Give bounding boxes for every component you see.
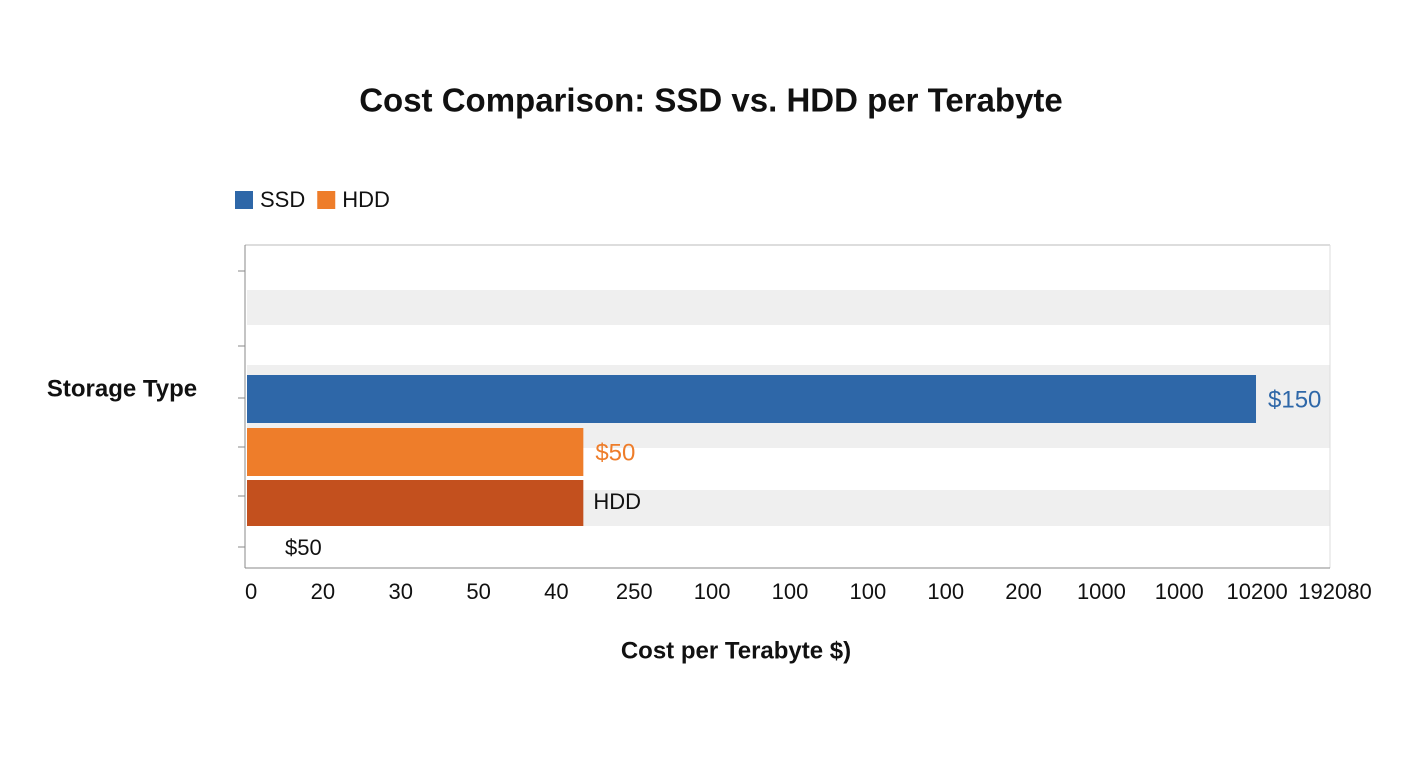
legend-swatch: [317, 191, 336, 209]
value-label: $150: [1268, 386, 1321, 413]
x-tick-label: 40: [544, 579, 568, 604]
x-tick-label: 192080: [1298, 579, 1371, 604]
x-tick-label: 100: [694, 579, 731, 604]
x-tick-label: 1000: [1155, 579, 1204, 604]
x-tick-label: 30: [388, 579, 412, 604]
legend-swatch: [235, 191, 253, 209]
x-tick-label: 1000: [1077, 579, 1126, 604]
x-tick-label: 50: [466, 579, 490, 604]
bar: [247, 480, 584, 526]
x-tick-label: 200: [1005, 579, 1042, 604]
legend-label: HDD: [342, 187, 390, 212]
band: [247, 290, 1330, 325]
x-tick-label: 100: [772, 579, 809, 604]
value-label: $50: [595, 439, 635, 466]
x-tick-label: 100: [849, 579, 886, 604]
legend-label: SSD: [260, 187, 305, 212]
value-label: $50: [285, 535, 322, 560]
x-tick-label: 250: [616, 579, 653, 604]
x-axis-label: Cost per Terabyte $): [621, 637, 851, 664]
x-tick-label: 0: [245, 579, 257, 604]
y-ticks: [238, 270, 245, 548]
chart-title: Cost Comparison: SSD vs. HDD per Terabyt…: [359, 82, 1063, 119]
bar: [247, 375, 1257, 423]
bar: [247, 428, 584, 476]
x-tick-label: 20: [311, 579, 335, 604]
bar-label: HDD: [593, 489, 641, 514]
x-tick-label: 10200: [1227, 579, 1288, 604]
y-axis-label: Storage Type: [47, 375, 197, 402]
x-tick-label: 100: [927, 579, 964, 604]
